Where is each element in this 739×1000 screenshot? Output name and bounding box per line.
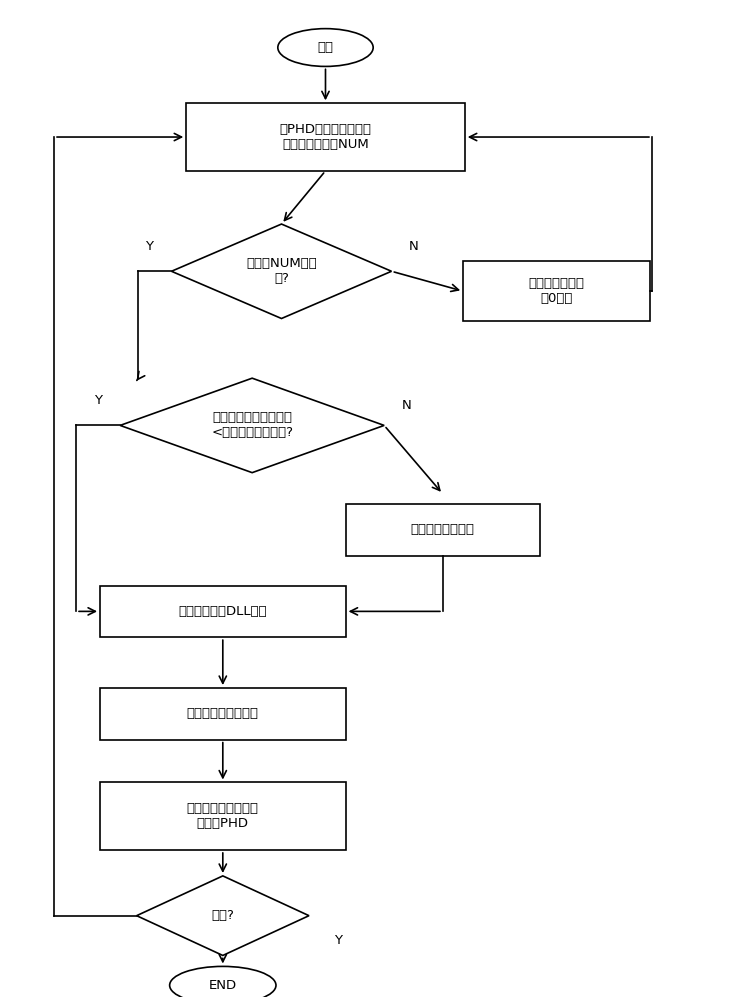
Text: 开始: 开始 bbox=[318, 41, 333, 54]
Text: Y: Y bbox=[146, 240, 154, 253]
Text: 调用小波分析DLL文件: 调用小波分析DLL文件 bbox=[179, 605, 267, 618]
Text: N: N bbox=[401, 399, 411, 412]
Bar bbox=[100, 782, 346, 850]
Text: 不计算，各变量
置0返回: 不计算，各变量 置0返回 bbox=[528, 277, 585, 305]
Bar bbox=[463, 261, 650, 321]
Text: 滑动小波分析窗口: 滑动小波分析窗口 bbox=[411, 523, 475, 536]
Bar bbox=[186, 103, 465, 171]
Bar bbox=[100, 586, 346, 637]
Text: 换热器NUM投用
否?: 换热器NUM投用 否? bbox=[246, 257, 317, 285]
Text: END: END bbox=[208, 979, 237, 992]
Text: N: N bbox=[409, 240, 418, 253]
Bar bbox=[100, 688, 346, 740]
Text: Y: Y bbox=[334, 934, 342, 947]
Text: Y: Y bbox=[94, 394, 102, 407]
Text: 结束?: 结束? bbox=[211, 909, 234, 922]
Text: 返回各变量及诊断结
果，送PHD: 返回各变量及诊断结 果，送PHD bbox=[187, 802, 259, 830]
Text: 调用漏流诊断子程序: 调用漏流诊断子程序 bbox=[187, 707, 259, 720]
Bar bbox=[346, 504, 540, 556]
Text: 从PHD读取过程采样数
据及换热器编号NUM: 从PHD读取过程采样数 据及换热器编号NUM bbox=[279, 123, 372, 151]
Text: 累积采样数据序列长度
<小波分析窗口长度?: 累积采样数据序列长度 <小波分析窗口长度? bbox=[211, 411, 293, 439]
